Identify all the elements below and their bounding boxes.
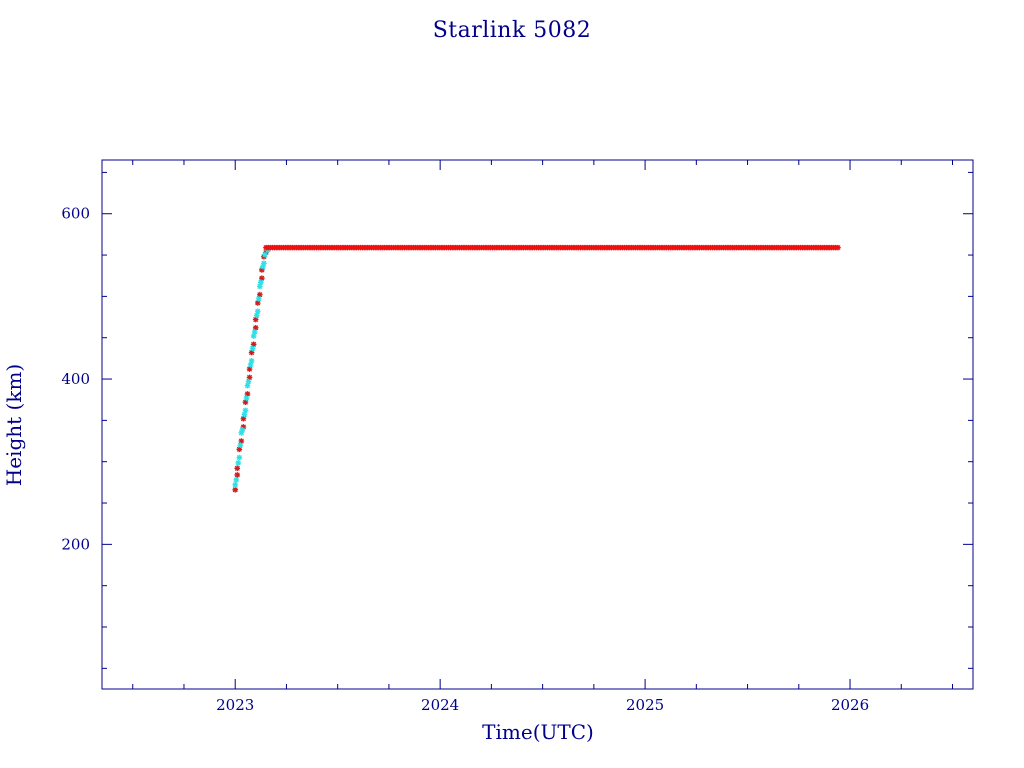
ascent-point	[244, 382, 251, 389]
ascent-point	[261, 260, 267, 267]
ascent-point	[236, 454, 243, 461]
ascent-point	[232, 486, 239, 493]
ascent-point	[246, 366, 253, 372]
ascent-point	[243, 395, 250, 401]
chart-title: Starlink 5082	[433, 18, 592, 43]
x-axis-label: Time(UTC)	[482, 720, 594, 744]
ascent-point	[254, 308, 261, 315]
ascent-point	[253, 312, 260, 319]
ascent-point	[245, 378, 252, 385]
ascent-point	[258, 279, 264, 286]
ascent-point	[257, 283, 263, 290]
ascent-point	[240, 415, 247, 422]
ascent-point	[251, 329, 258, 335]
ascent-point	[246, 374, 253, 381]
ascent-point	[234, 465, 241, 472]
data-points	[232, 244, 841, 493]
ascent-point	[259, 275, 265, 281]
ascent-point	[255, 296, 262, 302]
ascent-point	[241, 411, 248, 418]
ascent-point	[232, 482, 239, 488]
ascent-point	[252, 324, 259, 331]
ascent-point	[236, 446, 243, 453]
ascent-point	[233, 477, 240, 483]
ascent-point	[238, 438, 245, 444]
y-axis-label: Height (km)	[2, 364, 26, 486]
ascent-point	[263, 249, 269, 256]
ascent-point	[242, 407, 249, 414]
plateau-point	[835, 244, 841, 251]
ascent-point	[247, 362, 254, 368]
x-tick-label: 2026	[831, 696, 869, 714]
ascent-point	[260, 263, 266, 270]
plot-frame	[101, 159, 974, 690]
y-tick-label: 600	[61, 205, 90, 223]
ascent-point	[250, 341, 257, 348]
ascent-point	[239, 427, 246, 433]
ascent-point	[259, 267, 265, 273]
ascent-point	[250, 333, 257, 339]
ascent-point	[237, 442, 244, 448]
x-tick-label: 2025	[626, 696, 664, 714]
y-tick-label: 200	[61, 535, 90, 553]
ascent-point	[254, 300, 261, 306]
ascent-point	[244, 391, 251, 397]
tick-labels: 2023 2024 2025 2026 200 400 600	[61, 205, 869, 714]
ascent-point	[249, 345, 256, 352]
x-tick-label: 2023	[216, 696, 254, 714]
ascent-point	[248, 349, 255, 356]
ascent-point	[235, 460, 242, 466]
ascent-point	[240, 424, 247, 430]
x-tick-label: 2024	[421, 696, 459, 714]
ascent-point	[252, 316, 259, 323]
axis-ticks	[102, 160, 973, 689]
ascent-point	[234, 472, 241, 478]
y-tick-label: 400	[61, 370, 90, 388]
ascent-point	[242, 399, 249, 405]
ascent-point	[261, 253, 267, 260]
ascent-point	[248, 358, 255, 364]
ascent-point	[238, 429, 245, 436]
ascent-point	[262, 251, 268, 258]
ascent-point	[257, 291, 263, 298]
